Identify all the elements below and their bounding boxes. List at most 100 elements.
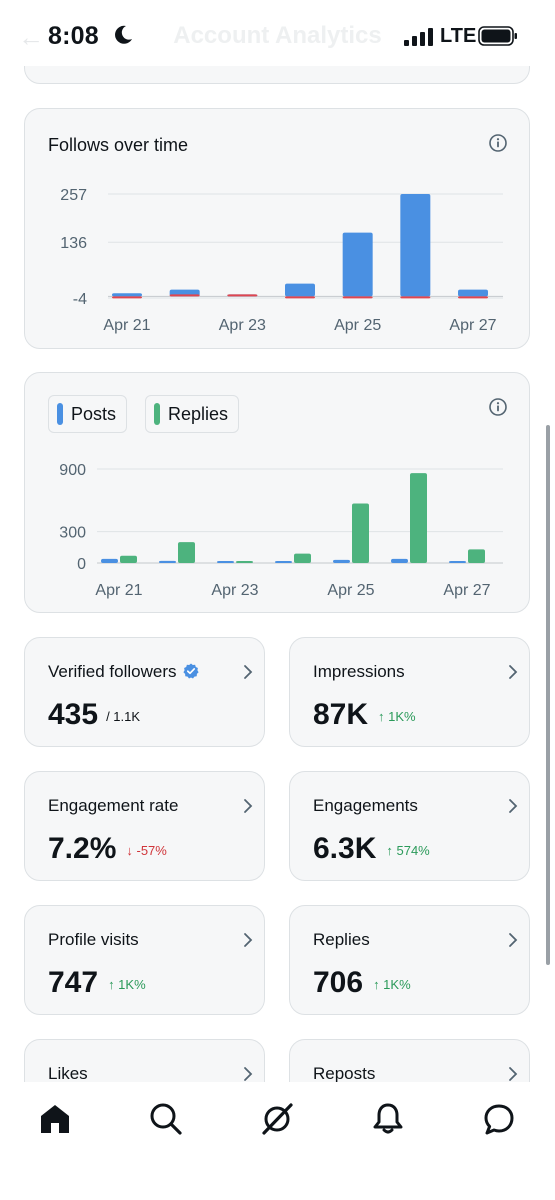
legend-posts-label: Posts [71, 403, 117, 424]
y-tick-label: 0 [77, 556, 86, 573]
x-tick-label: Apr 25 [327, 582, 374, 599]
stat-value: 435 [48, 698, 99, 731]
stat-value: 747 [48, 966, 99, 999]
x-tick-label: Apr 21 [103, 317, 150, 334]
x-tick-label: Apr 27 [449, 317, 496, 334]
stat-card[interactable]: Impressions 87K ↑ 1K% [289, 637, 530, 747]
follows-chart-title: Follows over time [48, 135, 189, 155]
bottom-nav [0, 1082, 555, 1200]
page-title: Account Analytics [173, 22, 382, 49]
stat-label: Verified followers [48, 662, 199, 682]
bar-follows [112, 293, 142, 297]
bar-posts [275, 561, 292, 563]
stat-change: ↑ 1K% [378, 708, 416, 724]
messages-icon[interactable] [482, 1102, 516, 1136]
bar-unfollows [400, 296, 431, 299]
stat-value-row: 6.3K ↑ 574% [313, 832, 430, 866]
chevron-right-icon[interactable] [507, 664, 519, 680]
search-icon[interactable] [149, 1102, 183, 1136]
follows-chart: 257 136 -4 Apr 21 Apr 23 Apr 25 Apr 27 [60, 187, 503, 334]
stat-card[interactable]: Verified followers 435 / 1.1K [24, 637, 265, 747]
stat-label: Impressions [313, 662, 405, 681]
stat-value-row: 706 ↑ 1K% [313, 966, 411, 1000]
notifications-icon[interactable] [371, 1102, 405, 1136]
info-icon[interactable] [488, 397, 508, 417]
stat-label: Likes [48, 1064, 88, 1083]
bar-unfollows [342, 296, 373, 299]
legend-posts[interactable]: Posts [48, 395, 128, 433]
chevron-right-icon[interactable] [242, 1066, 254, 1082]
stat-value: 706 [313, 966, 364, 999]
bar-follows [285, 283, 315, 297]
stat-card[interactable]: Engagement rate 7.2% ↓ -57% [24, 771, 265, 881]
bar-posts [449, 561, 466, 563]
stat-label: Reposts [313, 1064, 376, 1083]
x-tick-label: Apr 21 [95, 582, 142, 599]
stat-value: 7.2% [48, 832, 117, 865]
stat-label: Replies [313, 930, 370, 949]
replies-swatch [154, 403, 160, 425]
status-time: 8:08 [48, 22, 99, 50]
x-tick-label: Apr 23 [211, 582, 258, 599]
bar-posts [333, 559, 350, 563]
activity-chart-card: Posts Replies 900 300 0 Apr 21 Apr 23 Apr 25 A… [24, 372, 530, 613]
grok-icon[interactable] [260, 1102, 294, 1136]
bar-replies [120, 555, 137, 563]
bar-replies [294, 553, 311, 563]
stat-change: ↑ 1K% [108, 976, 146, 992]
chevron-right-icon[interactable] [507, 1066, 519, 1082]
bar-replies [236, 561, 253, 563]
stat-card[interactable]: Profile visits 747 ↑ 1K% [24, 905, 265, 1015]
x-tick-label: Apr 25 [334, 317, 381, 334]
stat-value-row: 7.2% ↓ -57% [48, 832, 167, 866]
activity-chart: 900 300 0 Apr 21 Apr 23 Apr 25 Apr 27 [59, 462, 503, 599]
stat-card[interactable]: Replies 706 ↑ 1K% [289, 905, 530, 1015]
bar-unfollows [227, 294, 258, 297]
bar-follows [458, 289, 488, 297]
battery-icon [478, 26, 517, 46]
stat-total: / 1.1K [106, 708, 141, 724]
stat-label: Engagements [313, 796, 418, 815]
home-icon[interactable] [38, 1102, 72, 1136]
y-tick-label: 300 [59, 525, 86, 542]
bar-unfollows [458, 296, 488, 299]
scrollbar[interactable] [546, 425, 550, 965]
moon-icon [115, 25, 132, 44]
stat-value: 87K [313, 698, 369, 731]
stat-value: 6.3K [313, 832, 377, 865]
stat-value-row: 87K ↑ 1K% [313, 698, 416, 732]
chevron-right-icon[interactable] [242, 798, 254, 814]
x-tick-label: Apr 27 [443, 582, 490, 599]
bar-replies [468, 549, 485, 563]
posts-swatch [57, 403, 63, 425]
bar-posts [391, 558, 408, 563]
bar-replies [178, 542, 195, 563]
bar-unfollows [285, 296, 315, 299]
back-arrow-icon[interactable]: ← [18, 22, 44, 52]
chevron-right-icon[interactable] [242, 932, 254, 948]
stat-value-row: 435 / 1.1K [48, 698, 140, 732]
chevron-right-icon[interactable] [242, 664, 254, 680]
verified-badge-icon [182, 663, 199, 679]
y-tick-label: 136 [60, 235, 87, 252]
stat-change: ↑ 574% [386, 842, 430, 858]
bar-unfollows [112, 296, 142, 299]
y-tick-label: 900 [59, 462, 86, 479]
bar-follows [400, 194, 431, 297]
legend-replies-label: Replies [168, 403, 229, 424]
y-tick-label: -4 [73, 291, 87, 308]
bar-follows [342, 232, 373, 297]
bar-replies [410, 473, 427, 563]
bar-posts [101, 558, 118, 563]
stat-change: ↓ -57% [126, 842, 167, 858]
stat-label: Engagement rate [48, 796, 179, 815]
bar-replies [352, 503, 369, 563]
signal-icon [404, 28, 433, 46]
chevron-right-icon[interactable] [507, 932, 519, 948]
legend-replies[interactable]: Replies [145, 395, 240, 433]
chevron-right-icon[interactable] [507, 798, 519, 814]
info-icon[interactable] [488, 133, 508, 153]
stat-change: ↑ 1K% [373, 976, 411, 992]
stat-label: Profile visits [48, 930, 139, 949]
stat-card[interactable]: Engagements 6.3K ↑ 574% [289, 771, 530, 881]
